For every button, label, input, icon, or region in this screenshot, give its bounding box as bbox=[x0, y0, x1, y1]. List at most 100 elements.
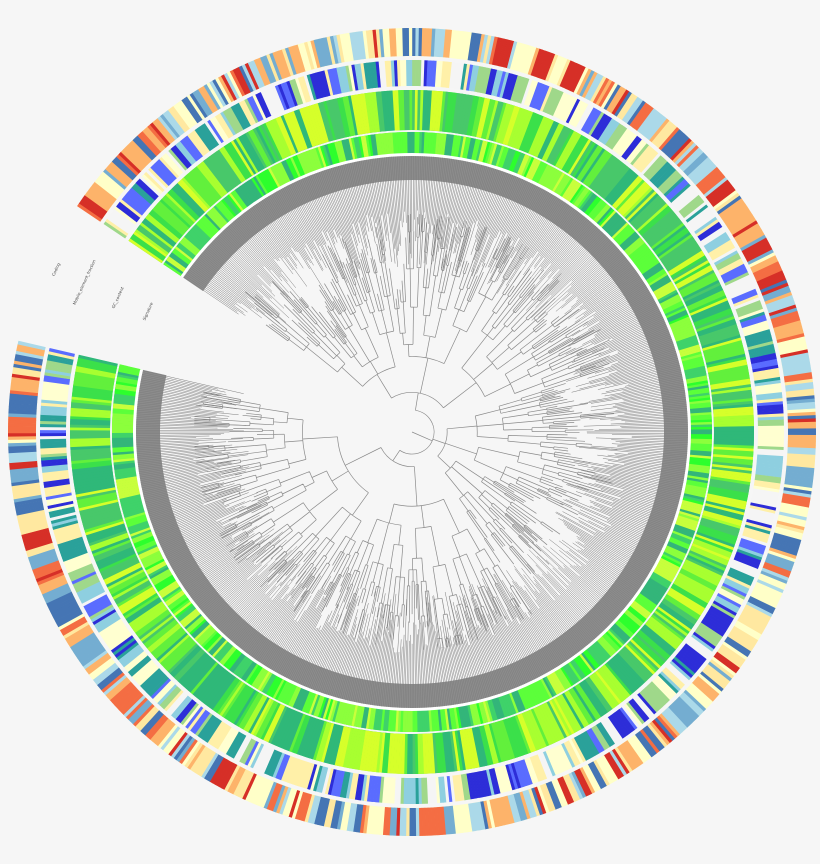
ring-cell bbox=[409, 131, 413, 155]
ring-cell bbox=[535, 163, 548, 185]
ring-cell bbox=[265, 121, 285, 160]
ring-cell bbox=[756, 457, 783, 463]
ring-cell bbox=[576, 768, 593, 796]
ring-cell bbox=[785, 468, 815, 476]
ring-cell bbox=[317, 695, 328, 718]
ring-cell bbox=[467, 32, 476, 61]
ring-cell bbox=[143, 556, 165, 569]
ring-cell bbox=[303, 41, 315, 70]
ring-cell bbox=[697, 221, 721, 240]
ring-cell bbox=[674, 521, 697, 532]
ring-cell bbox=[395, 28, 401, 57]
ring-cell bbox=[285, 112, 304, 152]
ring-cell bbox=[273, 708, 292, 746]
ring-cell bbox=[112, 432, 135, 436]
ring-cell bbox=[110, 634, 134, 653]
ring-cell bbox=[125, 192, 148, 212]
ring-cell bbox=[139, 130, 162, 155]
ring-cell bbox=[643, 687, 664, 709]
ring-cell bbox=[241, 739, 257, 765]
ring-cell bbox=[128, 699, 151, 722]
ring-cell bbox=[432, 60, 437, 87]
ring-cell bbox=[346, 703, 354, 726]
ring-cell bbox=[155, 576, 176, 590]
ring-cell bbox=[694, 216, 718, 235]
ring-cell bbox=[679, 504, 702, 513]
ring-cell bbox=[363, 62, 370, 89]
ring-cell bbox=[123, 650, 146, 670]
ring-cell bbox=[495, 721, 510, 761]
ring-cell bbox=[658, 294, 680, 307]
ring-cell bbox=[185, 706, 204, 729]
ring-cell bbox=[12, 485, 41, 493]
ring-cell bbox=[695, 166, 720, 188]
ring-cell bbox=[73, 376, 114, 386]
ring-cell bbox=[140, 615, 174, 642]
ring-cell bbox=[646, 270, 667, 285]
ring-cell bbox=[184, 135, 204, 159]
ring-cell bbox=[416, 709, 420, 732]
ring-cell bbox=[578, 146, 604, 182]
ring-cell bbox=[412, 777, 416, 804]
ring-cell bbox=[121, 502, 144, 511]
ring-cell bbox=[352, 803, 361, 833]
ring-cell bbox=[77, 494, 118, 506]
ring-cell bbox=[279, 681, 292, 703]
ring-cell bbox=[707, 490, 748, 502]
ring-cell bbox=[688, 402, 711, 407]
ring-cell bbox=[130, 701, 153, 725]
ring-cell bbox=[745, 246, 773, 263]
ring-cell bbox=[189, 709, 208, 733]
ring-cell bbox=[118, 690, 142, 713]
ring-cell bbox=[189, 92, 208, 119]
ring-cell bbox=[103, 221, 127, 239]
ring-cell bbox=[634, 694, 655, 717]
ring-cell bbox=[112, 453, 136, 458]
ring-cell bbox=[229, 69, 246, 97]
ring-cell bbox=[238, 65, 254, 93]
ring-cell bbox=[686, 475, 709, 482]
ring-cell bbox=[629, 603, 649, 620]
ring-cell bbox=[744, 604, 772, 621]
ring-cell bbox=[661, 174, 683, 195]
ring-cell bbox=[689, 438, 712, 442]
ring-cell bbox=[143, 171, 165, 193]
ring-cell bbox=[720, 200, 746, 220]
ring-cell bbox=[598, 81, 616, 108]
ring-cell bbox=[786, 391, 815, 399]
ring-cell bbox=[754, 379, 781, 387]
ring-cell bbox=[272, 784, 286, 813]
ring-cell bbox=[594, 159, 622, 194]
ring-cell bbox=[138, 224, 172, 251]
ring-cell bbox=[199, 716, 218, 740]
ring-cell bbox=[213, 205, 231, 224]
ring-cell bbox=[232, 68, 249, 96]
ring-cell bbox=[730, 217, 757, 236]
ring-cell bbox=[654, 565, 676, 579]
ring-cell bbox=[192, 225, 211, 243]
ring-cell bbox=[647, 683, 668, 705]
ring-cell bbox=[675, 576, 713, 599]
ring-cell bbox=[333, 770, 343, 797]
ring-cell bbox=[418, 132, 423, 155]
ring-cell bbox=[600, 164, 628, 198]
ring-cell bbox=[255, 700, 277, 738]
ring-cell bbox=[94, 664, 119, 686]
ring-cell bbox=[778, 339, 807, 350]
ring-cell bbox=[784, 378, 813, 386]
ring-cell bbox=[782, 362, 811, 371]
ring-cell bbox=[521, 156, 533, 178]
ring-cell bbox=[507, 794, 518, 823]
ring-cell bbox=[712, 454, 754, 461]
ring-cell bbox=[658, 713, 680, 737]
ring-cell bbox=[221, 646, 238, 666]
ring-cell bbox=[700, 226, 725, 244]
ring-cell bbox=[713, 451, 754, 458]
ring-cell bbox=[98, 173, 123, 195]
ring-cell bbox=[530, 787, 544, 816]
ring-cell bbox=[744, 329, 771, 340]
ring-cell bbox=[630, 698, 650, 721]
ring-cell bbox=[529, 682, 542, 704]
ring-cell bbox=[375, 61, 382, 88]
ring-cell bbox=[115, 381, 139, 388]
